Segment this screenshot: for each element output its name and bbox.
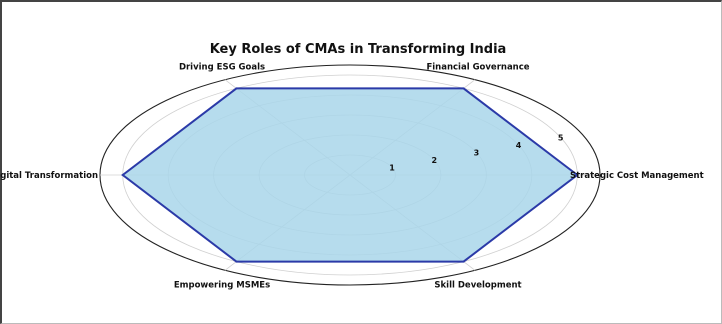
category-label: Skill Development xyxy=(434,281,521,291)
radial-tick-label: 4 xyxy=(516,141,522,150)
category-label: Financial Governance xyxy=(426,63,529,73)
chart-title: Key Roles of CMAs in Transforming India xyxy=(210,42,507,57)
series-polygon xyxy=(121,87,579,263)
radial-tick-label: 1 xyxy=(389,164,395,173)
series-area xyxy=(121,87,579,263)
radial-tick-labels: 1 2 3 4 5 xyxy=(389,134,564,173)
radial-tick-label: 2 xyxy=(432,156,438,165)
category-label: Strategic Cost Management xyxy=(570,171,704,181)
category-label: Digital Transformation xyxy=(0,171,98,181)
radial-tick-label: 3 xyxy=(474,149,480,158)
category-label: Driving ESG Goals xyxy=(179,63,265,73)
category-label: Empowering MSMEs xyxy=(174,281,270,291)
category-labels: Strategic Cost Management Financial Gover… xyxy=(0,63,704,291)
radial-tick-label: 5 xyxy=(558,134,564,143)
